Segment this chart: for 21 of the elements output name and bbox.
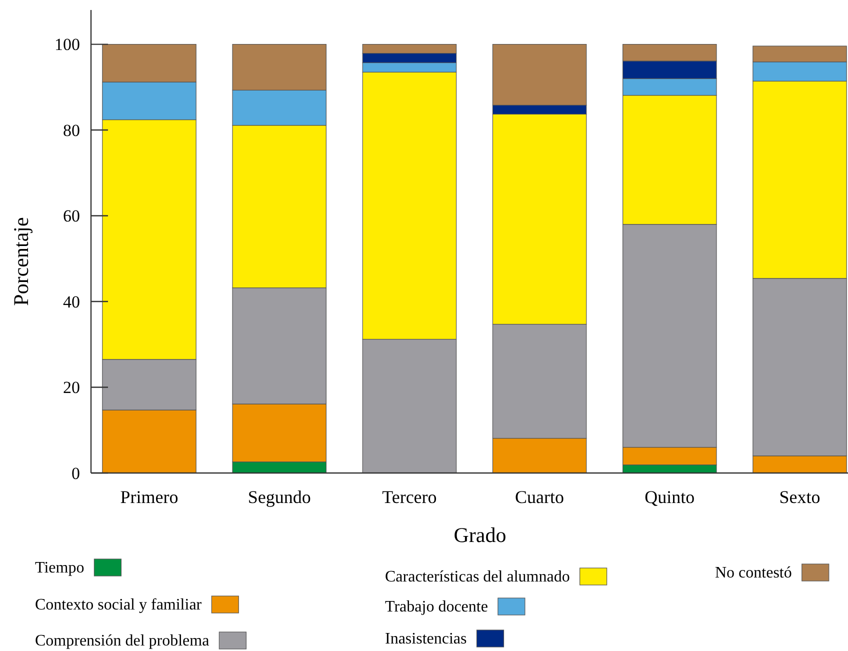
legend-label: Tiempo [35, 560, 84, 577]
y-tick-label: 100 [54, 35, 80, 54]
y-tick-label: 40 [63, 292, 80, 312]
x-tick-label: Cuarto [515, 487, 564, 507]
legend-label: Inasistencias [385, 630, 467, 648]
x-tick-label: Sexto [779, 487, 820, 507]
y-tick-label: 0 [72, 464, 80, 483]
x-axis-title: Grado [454, 523, 506, 547]
legend-label: Características del alumnado [385, 568, 570, 586]
y-axis-title: Porcentaje [9, 217, 33, 306]
x-tick-label: Primero [120, 487, 178, 507]
y-tick-label: 20 [63, 378, 80, 398]
y-tick-label: 80 [63, 120, 80, 140]
x-tick-label: Quinto [644, 487, 695, 507]
legend-label: No contestó [715, 564, 792, 582]
legend-label: Contexto social y familiar [35, 596, 202, 614]
x-tick-label: Tercero [382, 487, 437, 507]
legend-label: Comprensión del problema [35, 632, 210, 650]
legend-label: Trabajo docente [385, 598, 488, 616]
y-tick-label: 60 [63, 206, 80, 226]
x-tick-label: Segundo [248, 487, 311, 507]
